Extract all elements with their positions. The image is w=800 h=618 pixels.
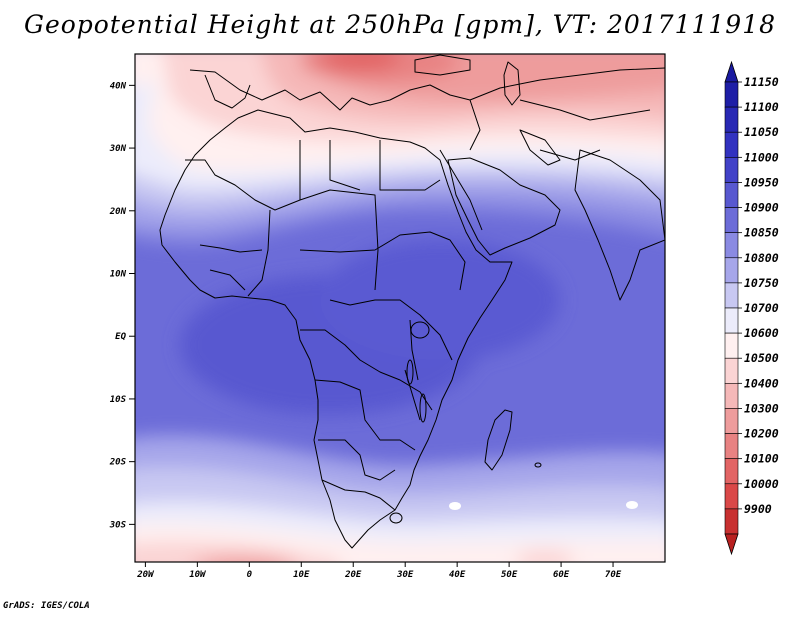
colorbar-label: 10950 <box>744 175 779 189</box>
colorbar-bottom-arrow <box>724 533 739 556</box>
longitude-ticks: 20W 10W 0 10E 20E 30E 40E 50E 60E 70E <box>136 562 622 580</box>
colorbar-swatch <box>724 357 739 384</box>
colorbar-swatch <box>724 332 739 359</box>
colorbar-swatch <box>724 81 739 108</box>
colorbar-label: 10600 <box>744 326 779 340</box>
lat-tick-label: 40N <box>110 81 127 91</box>
colorbar-label: 10850 <box>744 226 779 240</box>
colorbar-swatch <box>724 207 739 233</box>
lat-tick-label: 10S <box>110 395 127 405</box>
colorbar-top-arrow <box>724 60 739 83</box>
colorbar-swatch <box>724 433 739 459</box>
colorbar-swatch <box>724 106 739 133</box>
lat-tick-label: 20N <box>109 207 127 217</box>
height-field <box>135 54 665 562</box>
colorbar-label: 10900 <box>744 201 779 215</box>
lat-tick-label: 20S <box>109 458 127 468</box>
colorbar-label: 10750 <box>744 276 779 290</box>
map-frame <box>134 53 666 563</box>
colorbar-swatch <box>724 408 739 434</box>
lon-tick-label: 10W <box>189 570 207 580</box>
colorbar-label: 11100 <box>744 100 779 114</box>
colorbar-swatch <box>724 458 739 485</box>
lon-tick-label: 60E <box>553 570 570 580</box>
colorbar-swatch <box>724 131 739 158</box>
colorbar-label: 9900 <box>744 502 772 516</box>
colorbar-swatch <box>724 257 739 284</box>
colorbar-swatch <box>724 232 739 259</box>
colorbar-label: 10500 <box>744 351 779 365</box>
lon-tick-label: 40E <box>449 570 466 580</box>
lon-tick-label: 30E <box>396 570 414 580</box>
lon-tick-label: 70E <box>605 570 622 580</box>
latitude-ticks: 40N 30N 20N 10N EQ 10S 20S 30S <box>109 81 135 530</box>
colorbar-label: 10800 <box>744 251 779 265</box>
colorbar-label: 10200 <box>744 427 779 441</box>
colorbar-label: 10100 <box>744 452 779 466</box>
lon-tick-label: 0 <box>247 570 253 580</box>
colorbar-label: 10000 <box>744 477 779 491</box>
lat-tick-label: 10N <box>110 270 127 280</box>
map-title: Geopotential Height at 250hPa [gpm], VT:… <box>23 10 777 39</box>
colorbar-label: 10700 <box>744 301 779 315</box>
lon-tick-label: 20E <box>344 570 362 580</box>
colorbar: 11150 11100 11050 11000 10950 10900 10850 10800… <box>724 60 779 556</box>
colorbar-label: 11150 <box>744 75 779 89</box>
colorbar-label: 10300 <box>744 401 779 415</box>
lon-tick-label: 10E <box>293 570 310 580</box>
coastlines <box>159 54 665 549</box>
colorbar-label: 11000 <box>744 150 779 164</box>
colorbar-swatch <box>724 508 739 535</box>
colorbar-swatch <box>724 182 739 208</box>
lon-tick-label: 50E <box>501 570 518 580</box>
lat-tick-label: 30S <box>109 520 127 530</box>
colorbar-label: 10400 <box>744 376 779 390</box>
lon-tick-label: 20W <box>136 570 155 580</box>
credit-label: GrADS: IGES/COLA <box>3 601 90 611</box>
colorbar-label: 11050 <box>744 125 779 139</box>
colorbar-swatch <box>724 383 739 409</box>
lat-tick-label: EQ <box>115 332 126 342</box>
colorbar-swatch <box>724 157 739 183</box>
lat-tick-label: 30N <box>109 144 127 154</box>
colorbar-swatch <box>724 282 739 309</box>
colorbar-swatch <box>724 483 739 510</box>
colorbar-swatch <box>724 307 739 334</box>
